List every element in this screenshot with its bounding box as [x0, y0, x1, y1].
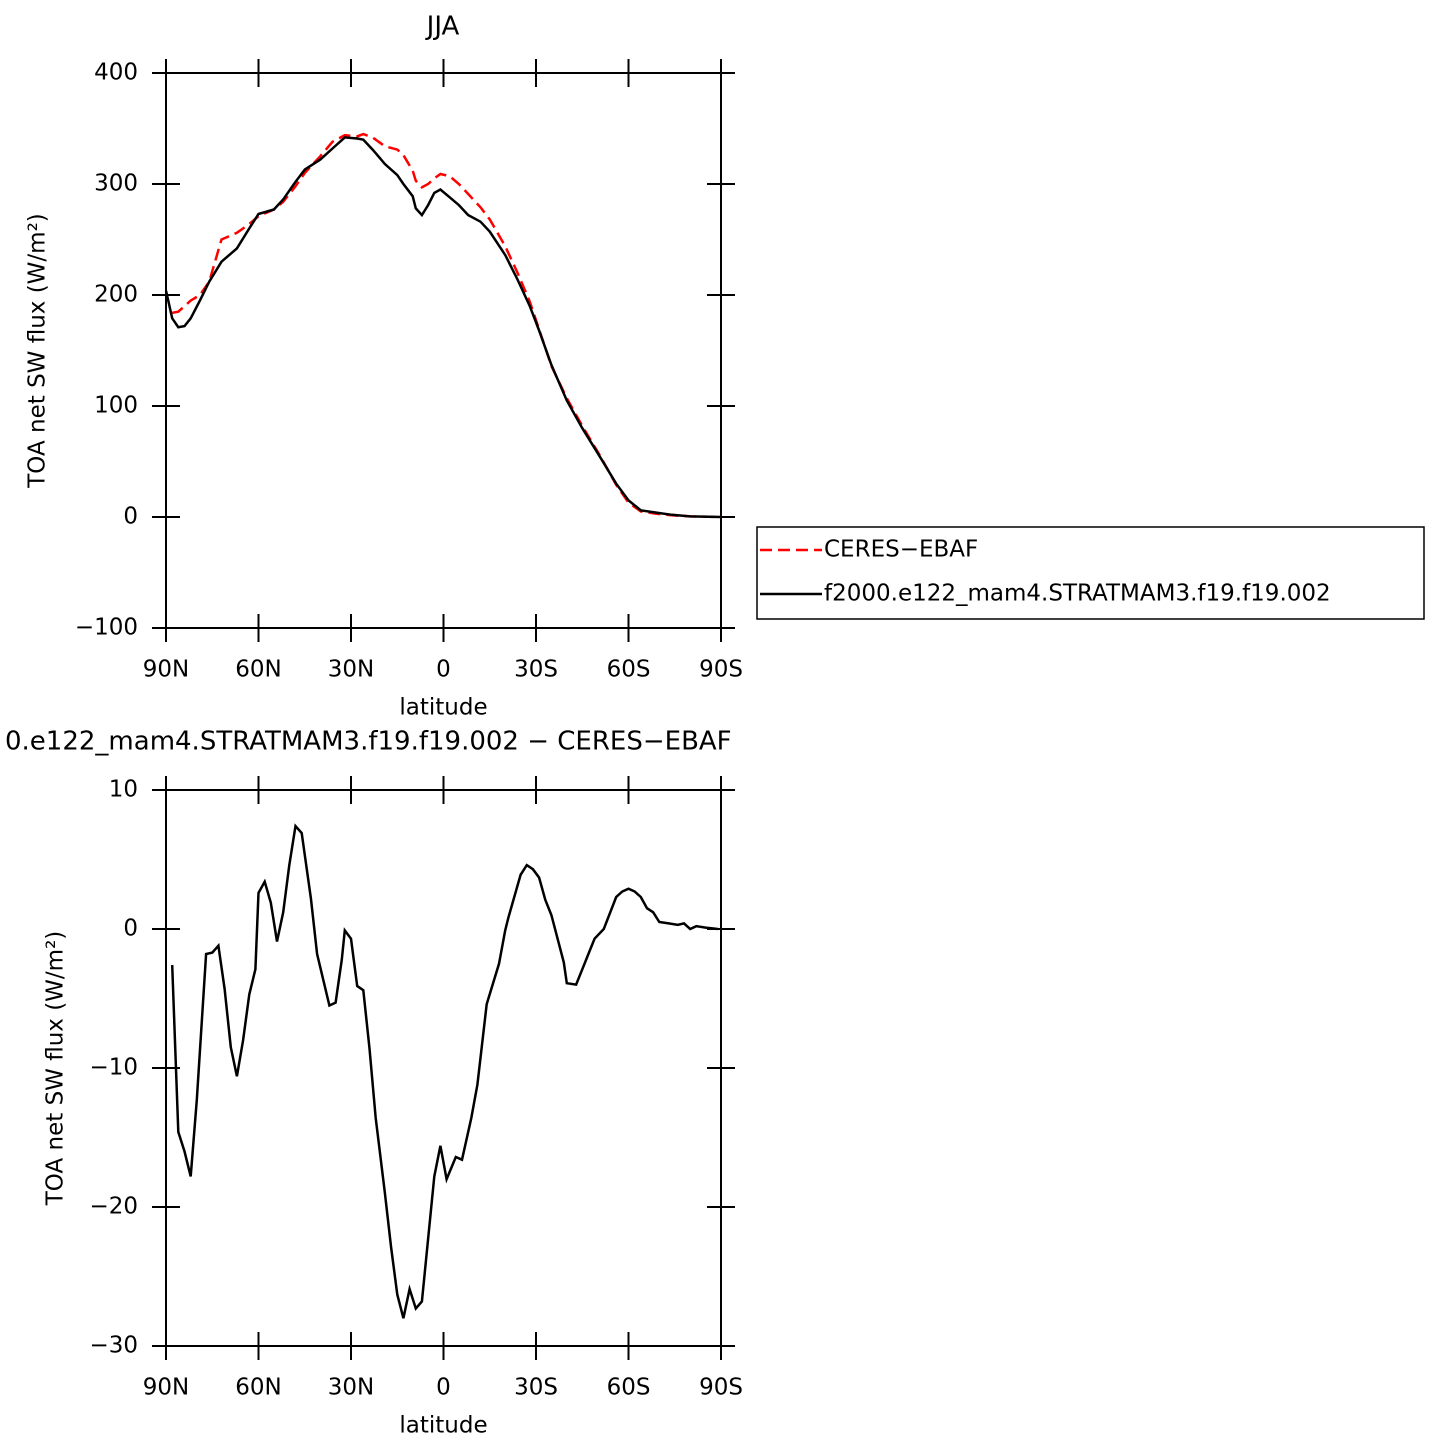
y-tick-label: 200 [94, 282, 138, 308]
y-tick-label: 100 [94, 393, 138, 419]
y-tick-label: −10 [89, 1055, 138, 1081]
y-tick-label: 400 [94, 60, 138, 86]
x-tick-label: 90N [143, 657, 189, 683]
legend-label: CERES−EBAF [824, 537, 978, 563]
x-tick-label: 0 [436, 1375, 451, 1401]
x-tick-label: 90S [699, 1375, 743, 1401]
y-tick-label: 0 [123, 916, 138, 942]
legend-box [756, 526, 1425, 620]
data-line [170, 823, 719, 1319]
x-tick-label: 30N [328, 657, 374, 683]
y-tick-label: 10 [109, 777, 138, 803]
legend-label: f2000.e122_mam4.STRATMAM3.f19.f19.002 [824, 581, 1331, 607]
data-line [171, 132, 722, 519]
x-tick-label: 90S [699, 657, 743, 683]
y-tick-label: 0 [123, 504, 138, 530]
plot-frame [165, 72, 722, 629]
x-tick-label: 60S [607, 657, 651, 683]
y-tick-label: −30 [89, 1333, 138, 1359]
plot-frame [165, 789, 722, 1347]
x-tick-label: 30N [328, 1375, 374, 1401]
data-line [164, 136, 722, 519]
x-tick-label: 60N [235, 1375, 281, 1401]
y-axis-label: TOA net SW flux (W/m²) [25, 213, 51, 489]
x-tick-label: 60S [607, 1375, 651, 1401]
x-axis-label: latitude [399, 695, 487, 721]
x-tick-label: 0 [436, 657, 451, 683]
chart-title: JJA [425, 12, 460, 42]
x-axis-label: latitude [399, 1413, 487, 1439]
chart-title: 0.e122_mam4.STRATMAM3.f19.f19.002 − CERE… [5, 727, 732, 757]
x-tick-label: 60N [235, 657, 281, 683]
x-tick-label: 90N [143, 1375, 189, 1401]
y-axis-label: TOA net SW flux (W/m²) [43, 931, 69, 1207]
y-tick-label: −20 [89, 1194, 138, 1220]
x-tick-label: 30S [514, 657, 558, 683]
y-tick-label: 300 [94, 171, 138, 197]
y-tick-label: −100 [75, 615, 138, 641]
x-tick-label: 30S [514, 1375, 558, 1401]
